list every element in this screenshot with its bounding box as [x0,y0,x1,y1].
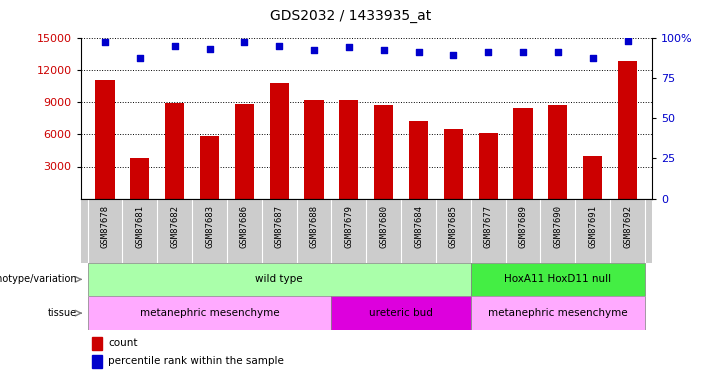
Text: GSM87690: GSM87690 [553,205,562,248]
Bar [444,129,463,199]
Bar [618,61,637,199]
Text: wild type: wild type [255,274,303,284]
Point [378,47,389,53]
Text: GSM87691: GSM87691 [588,205,597,248]
Bar [165,103,184,199]
Text: GSM87687: GSM87687 [275,205,284,248]
Text: GSM87692: GSM87692 [623,205,632,248]
Text: GSM87686: GSM87686 [240,205,249,248]
Bar [304,100,324,199]
Bar [92,337,102,350]
Text: GSM87688: GSM87688 [310,205,318,248]
Bar [339,100,358,199]
Bar [270,82,289,199]
Text: ureteric bud: ureteric bud [369,308,433,318]
Point [239,39,250,45]
Text: HoxA11 HoxD11 null: HoxA11 HoxD11 null [504,274,611,284]
Text: GSM87681: GSM87681 [135,205,144,248]
Bar [235,104,254,199]
Text: GSM87679: GSM87679 [344,205,353,248]
Point [517,49,529,55]
Bar [88,262,471,296]
Bar [92,355,102,368]
Text: GSM87678: GSM87678 [100,205,109,248]
Bar [479,133,498,199]
Point [308,47,320,53]
Text: GSM87689: GSM87689 [519,205,528,248]
Point [587,56,599,62]
Bar [583,156,602,199]
Text: metanephric mesenchyme: metanephric mesenchyme [488,308,627,318]
Bar [471,262,645,296]
Text: GSM87680: GSM87680 [379,205,388,248]
Text: GDS2032 / 1433935_at: GDS2032 / 1433935_at [270,9,431,23]
Point [482,49,494,55]
Point [622,38,633,44]
Text: GSM87677: GSM87677 [484,205,493,248]
Bar [332,296,471,330]
Text: GSM87682: GSM87682 [170,205,179,248]
Text: count: count [108,339,137,348]
Text: tissue: tissue [48,308,77,318]
Text: metanephric mesenchyme: metanephric mesenchyme [139,308,279,318]
Bar [200,136,219,199]
Point [413,49,424,55]
Text: percentile rank within the sample: percentile rank within the sample [108,357,284,366]
Bar [409,122,428,199]
Point [343,44,355,50]
Point [169,43,180,49]
Point [134,56,145,62]
Bar [88,296,332,330]
Bar [471,296,645,330]
Bar [374,105,393,199]
Bar [95,81,114,199]
Point [552,49,564,55]
Text: GSM87684: GSM87684 [414,205,423,248]
Bar [130,158,149,199]
Point [448,52,459,58]
Bar [513,108,533,199]
Point [273,43,285,49]
Text: GSM87685: GSM87685 [449,205,458,248]
Point [100,39,111,45]
Text: GSM87683: GSM87683 [205,205,214,248]
Point [204,46,215,52]
Text: genotype/variation: genotype/variation [0,274,77,284]
Bar [548,105,567,199]
